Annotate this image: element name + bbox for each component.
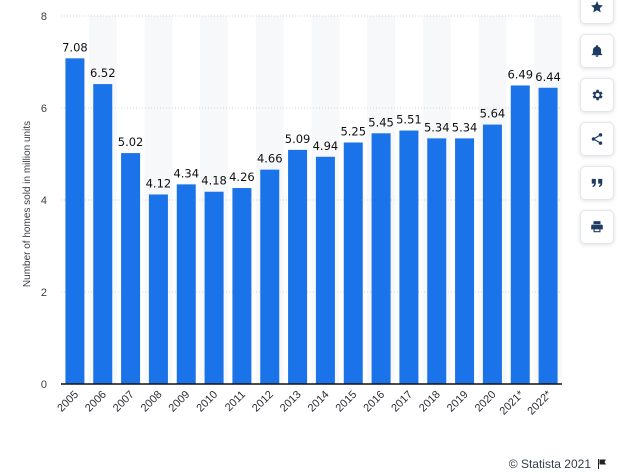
data-label: 5.64	[480, 107, 506, 121]
x-tick-label: 2015	[334, 389, 360, 415]
y-axis-title: Number of homes sold in million units	[22, 121, 33, 287]
x-tick-label: 2020	[473, 389, 499, 415]
y-tick-label: 8	[41, 11, 47, 23]
data-label: 4.94	[313, 139, 339, 153]
data-label: 4.66	[257, 152, 283, 166]
data-label: 4.12	[146, 176, 172, 190]
x-tick-label: 2009	[167, 389, 193, 415]
bar	[510, 85, 530, 385]
y-tick-label: 4	[41, 195, 47, 207]
x-tick-label: 2007	[111, 389, 137, 415]
data-label: 6.52	[90, 66, 116, 80]
bar	[121, 153, 141, 384]
bar	[343, 142, 363, 384]
data-label: 4.34	[173, 166, 199, 180]
y-tick-label: 2	[41, 287, 47, 299]
data-label: 6.49	[507, 67, 533, 81]
x-tick-label: 2022*	[525, 388, 554, 417]
data-label: 5.34	[424, 120, 450, 134]
data-label: 5.09	[285, 132, 311, 146]
cite-button[interactable]	[580, 166, 614, 200]
data-label: 4.26	[229, 170, 255, 184]
y-tick-label: 6	[41, 103, 47, 115]
bar	[288, 149, 308, 384]
x-tick-label: 2008	[139, 389, 165, 415]
x-tick-label: 2019	[445, 389, 471, 415]
bar	[455, 138, 475, 384]
credit-text[interactable]: © Statista 2021	[508, 457, 591, 471]
bar	[482, 124, 502, 384]
bar	[65, 58, 85, 384]
x-tick-label: 2013	[278, 389, 304, 415]
star-icon	[591, 1, 603, 13]
data-label: 5.45	[368, 115, 394, 129]
quote-icon	[591, 178, 603, 188]
bar	[93, 84, 113, 384]
y-tick-label: 0	[41, 379, 47, 391]
data-label: 6.44	[535, 70, 561, 84]
bar	[204, 191, 224, 384]
x-tick-label: 2006	[83, 389, 109, 415]
data-label: 5.34	[452, 120, 478, 134]
bar	[315, 156, 335, 384]
flag-icon[interactable]	[596, 458, 608, 470]
x-tick-label: 2018	[417, 389, 443, 415]
x-tick-label: 2012	[250, 389, 276, 415]
bar	[260, 169, 280, 384]
favorite-button[interactable]	[580, 0, 614, 24]
x-tick-label: 2017	[389, 389, 415, 415]
bar	[232, 188, 252, 384]
credit: © Statista 2021	[509, 457, 608, 471]
bar	[148, 194, 168, 384]
share-button[interactable]	[580, 122, 614, 156]
x-tick-label: 2010	[194, 389, 220, 415]
bar	[371, 133, 391, 384]
bar	[399, 130, 419, 384]
bell-icon	[591, 45, 603, 57]
bar	[427, 138, 447, 384]
print-button[interactable]	[580, 210, 614, 244]
data-label: 4.18	[201, 174, 227, 188]
bar	[176, 184, 196, 384]
settings-button[interactable]	[580, 78, 614, 112]
share-icon	[591, 133, 603, 145]
x-tick-label: 2005	[55, 389, 81, 415]
bar	[538, 87, 558, 384]
bar-chart: 0 2 4 6 8 Number of homes sold in million uni…	[22, 11, 562, 417]
data-label: 5.51	[396, 113, 422, 127]
notification-button[interactable]	[580, 34, 614, 68]
x-tick-label: 2014	[306, 389, 332, 415]
chart-toolbar	[580, 0, 614, 244]
data-label: 5.02	[118, 135, 144, 149]
gear-icon	[592, 89, 603, 101]
data-label: 7.08	[62, 40, 88, 54]
x-tick-label: 2011	[223, 389, 248, 414]
print-icon	[591, 221, 603, 233]
x-tick-label: 2016	[361, 389, 387, 415]
x-tick-label: 2021*	[498, 388, 527, 417]
data-label: 5.25	[340, 125, 366, 139]
